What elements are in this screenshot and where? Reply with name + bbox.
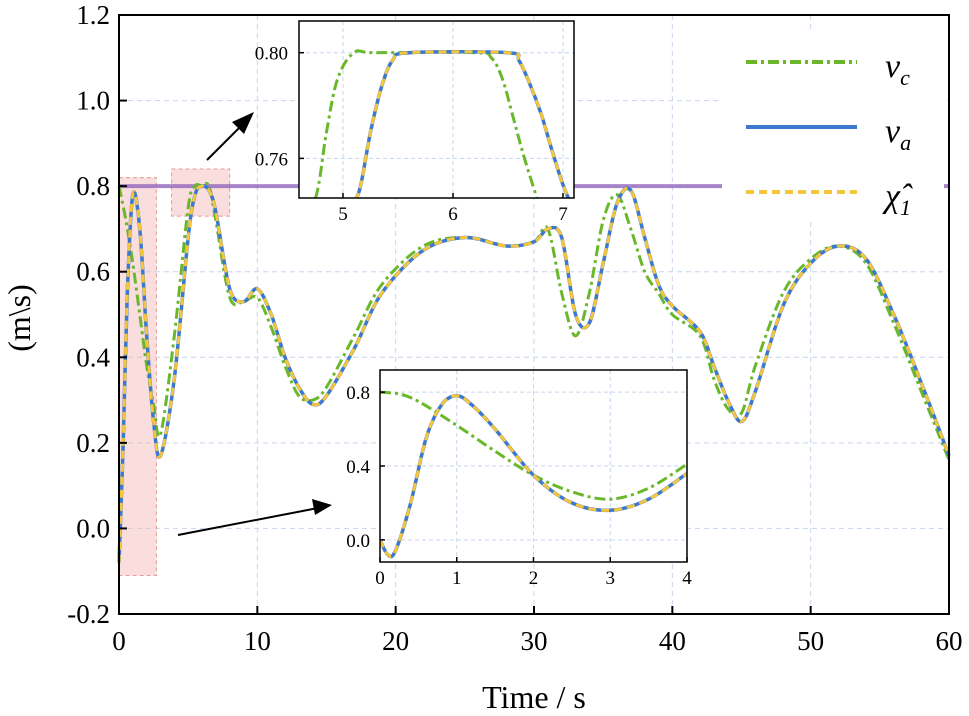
inset-top-y-tick-label: 0.80: [255, 44, 288, 65]
y-tick-label: 0.6: [76, 257, 110, 287]
y-tick-label: 0.0: [76, 513, 110, 543]
inset-top-frame: [298, 20, 575, 199]
inset-bottom-x-tick-label: 3: [606, 568, 616, 589]
inset-bottom-y-tick-label: 0.0: [346, 531, 370, 552]
inset-bottom-series-vc: [380, 390, 687, 501]
inset-top-x-tick-label: 5: [338, 204, 348, 225]
inset-top-y-tick-label: 0.76: [255, 149, 288, 170]
arrow-top-head: [232, 112, 254, 134]
y-tick-label: 0.4: [76, 342, 110, 372]
x-tick-label: 50: [797, 626, 824, 656]
inset-top-series-vc: [313, 49, 539, 198]
arrow-bottom-line: [177, 507, 319, 536]
x-tick-label: 10: [244, 626, 271, 656]
inset-bottom-y-tick-label: 0.4: [346, 457, 370, 478]
y-axis-label: (m\s): [1, 284, 37, 352]
inset-bottom: 0 1 2 3 4 0.0 0.4 0.8: [346, 369, 692, 589]
x-axis-label: Time / s: [482, 679, 586, 715]
inset-bottom-x-tick-label: 2: [529, 568, 539, 589]
y-tick-label: 0.8: [76, 171, 110, 201]
arrow-bottom-head: [312, 499, 332, 515]
y-tick-label: 1.0: [76, 86, 110, 116]
inset-top-series-chi: [355, 50, 570, 198]
inset-top-series: [313, 49, 571, 198]
inset-bottom-x-tick-label: 1: [452, 568, 462, 589]
x-tick-label: 60: [936, 626, 963, 656]
main-series-lines: [117, 182, 951, 563]
x-tick-label: 20: [382, 626, 409, 656]
inset-top: 5 6 7 0.76 0.80: [255, 20, 575, 225]
inset-bottom-x-tick-label: 0: [375, 568, 385, 589]
inset-arrows: [177, 112, 332, 536]
main-series-chi: [117, 184, 951, 563]
x-tick-label: 30: [521, 626, 548, 656]
legend-label-chi: χ̂1: [882, 178, 913, 220]
main-axis-ticks: 0 10 20 30 40 50 60-0.20.00.20.40.60.81.01.2: [67, 0, 962, 656]
legend-subscript-vc: c: [900, 65, 910, 90]
y-tick-label: 1.2: [76, 0, 110, 30]
inset-bottom-y-tick-label: 0.8: [346, 383, 370, 404]
legend-subscript-va: a: [900, 130, 911, 155]
inset-bottom-x-tick-label: 4: [682, 568, 692, 589]
inset-top-background: [299, 21, 574, 198]
x-tick-label: 0: [112, 626, 126, 656]
inset-top-x-tick-label: 7: [558, 204, 568, 225]
inset-top-x-tick-label: 6: [448, 204, 458, 225]
arrow-top-line: [206, 126, 241, 161]
inset-bottom-series: [380, 390, 687, 559]
y-tick-label: -0.2: [67, 599, 110, 629]
main-series-vc: [117, 182, 951, 461]
x-tick-label: 40: [659, 626, 686, 656]
inset-bottom-series-chi: [380, 394, 687, 559]
legend-subscript-chi: 1: [900, 195, 911, 220]
highlight-region: [171, 168, 231, 217]
y-tick-label: 0.2: [76, 428, 110, 458]
